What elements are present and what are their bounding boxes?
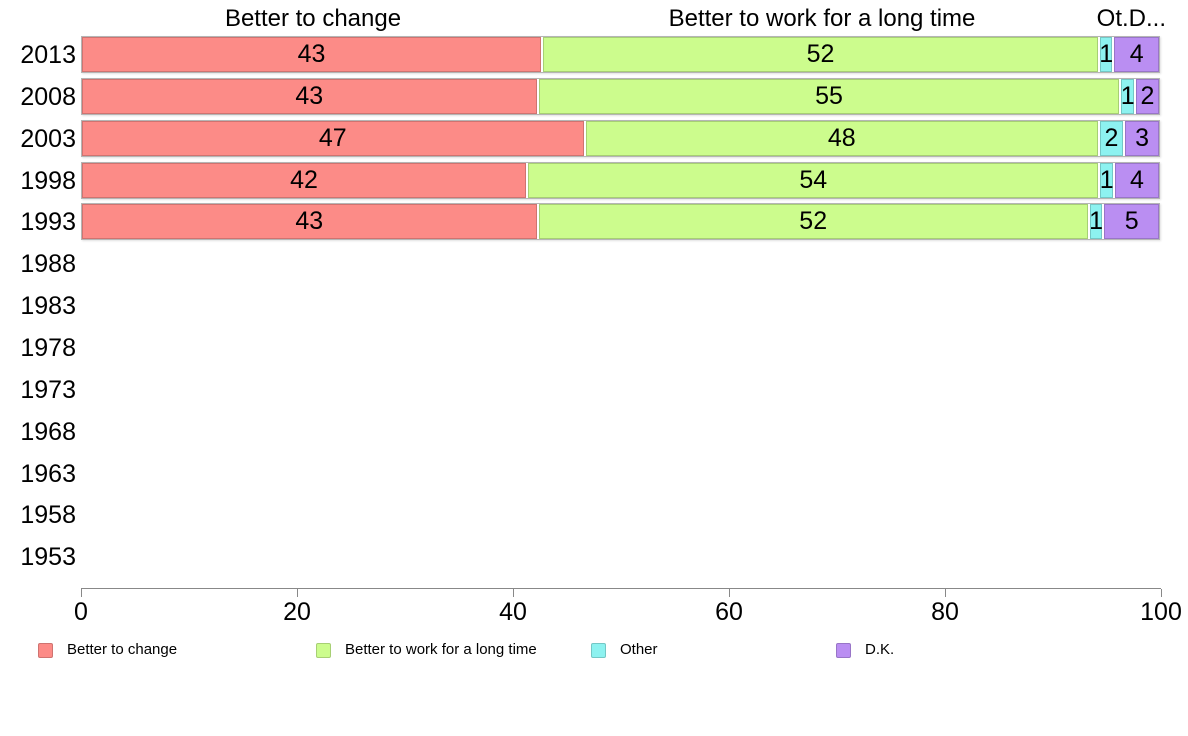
year-label-1998: 1998 <box>20 167 76 195</box>
bar-segment-better-to-work: 54 <box>528 163 1099 198</box>
legend-label: Better to change <box>67 641 178 658</box>
bar-value-label: 2 <box>1140 82 1155 110</box>
bar-segment-better-to-work: 48 <box>585 121 1098 156</box>
year-label-2003: 2003 <box>20 125 76 153</box>
legend-item-other: Other <box>591 640 658 660</box>
bar-segment-better-to-work: 52 <box>538 204 1088 239</box>
bar-value-label: 1 <box>1099 40 1114 68</box>
bar-value-label: 48 <box>827 124 856 152</box>
legend-swatch-icon <box>836 642 851 658</box>
bar-segment-other: 1 <box>1099 163 1114 198</box>
bar-segment-other: 1 <box>1099 37 1114 72</box>
x-axis-tick-label: 80 <box>931 598 959 626</box>
bar-value-label: 2 <box>1104 124 1119 152</box>
x-axis-tick <box>729 589 730 597</box>
year-label-1993: 1993 <box>20 208 76 236</box>
year-label-1978: 1978 <box>20 334 76 362</box>
bar-segment-dk: 2 <box>1135 79 1159 114</box>
bar-value-label: 43 <box>295 82 324 110</box>
year-label-1988: 1988 <box>20 250 76 278</box>
bar-value-label: 3 <box>1135 124 1149 152</box>
bar-value-label: 42 <box>290 166 318 194</box>
year-label-1963: 1963 <box>20 460 76 488</box>
bar-value-label: 54 <box>799 166 828 194</box>
bar-value-label: 52 <box>799 207 828 235</box>
x-axis-tick <box>945 589 946 597</box>
bar-value-label: 43 <box>295 207 324 235</box>
year-label-1968: 1968 <box>20 418 76 446</box>
bar-value-label: 4 <box>1129 40 1144 68</box>
x-axis-tick-label: 40 <box>499 598 527 626</box>
year-label-1953: 1953 <box>20 543 76 571</box>
year-label-1958: 1958 <box>20 501 76 529</box>
x-axis: 0 20 40 60 80 100 <box>74 588 1182 629</box>
legend-swatch-icon <box>316 642 331 658</box>
column-header-other-dk-truncated: Ot.D... <box>1096 5 1166 32</box>
bar-value-label: 5 <box>1124 207 1139 235</box>
x-axis-tick-label: 20 <box>283 598 311 626</box>
bar-value-label: 47 <box>318 124 347 152</box>
bar-value-label: 1 <box>1099 166 1114 194</box>
legend-label: D.K. <box>865 641 895 658</box>
bar-segment-better-to-change: 42 <box>82 163 527 198</box>
x-axis-tick-label: 60 <box>715 598 743 626</box>
bar-row-1998: 42 54 1 4 <box>81 162 1160 199</box>
plot-area: 43 52 1 4 43 55 1 2 47 48 2 3 42 54 1 4 … <box>81 0 1160 588</box>
bar-row-1993: 43 52 1 5 <box>81 203 1160 240</box>
legend-swatch-icon <box>591 642 606 658</box>
bar-segment-other: 2 <box>1099 121 1124 156</box>
bar-value-label: 52 <box>806 40 835 68</box>
x-axis-tick <box>297 589 298 597</box>
legend-item-better-to-work: Better to work for a long time <box>316 640 537 660</box>
bar-segment-better-to-work: 52 <box>543 37 1098 72</box>
bar-value-label: 55 <box>815 82 843 110</box>
legend-label: Other <box>620 641 658 658</box>
legend-item-dk: D.K. <box>836 640 894 660</box>
bar-segment-better-to-change: 47 <box>82 121 584 156</box>
bar-segment-other: 1 <box>1120 79 1135 114</box>
bar-segment-better-to-change: 43 <box>82 79 537 114</box>
bar-segment-better-to-change: 43 <box>82 204 537 239</box>
bar-row-2003: 47 48 2 3 <box>81 120 1160 157</box>
x-axis-tick-label: 100 <box>1140 598 1182 626</box>
column-header-better-to-work: Better to work for a long time <box>668 5 976 32</box>
bar-value-label: 43 <box>297 40 326 68</box>
bar-segment-dk: 5 <box>1104 204 1159 239</box>
x-axis-tick <box>81 589 82 597</box>
year-label-2008: 2008 <box>20 83 76 111</box>
bar-segment-better-to-work: 55 <box>538 79 1120 114</box>
bar-value-label: 4 <box>1130 166 1144 194</box>
year-label-1983: 1983 <box>20 292 76 320</box>
bar-value-label: 1 <box>1120 82 1135 110</box>
x-axis-tick <box>513 589 514 597</box>
x-axis-tick-label: 0 <box>74 598 88 626</box>
bar-row-2013: 43 52 1 4 <box>81 36 1160 73</box>
year-label-1973: 1973 <box>20 376 76 404</box>
bar-segment-dk: 4 <box>1114 37 1159 72</box>
legend-label: Better to work for a long time <box>345 641 537 658</box>
year-label-2013: 2013 <box>20 41 76 69</box>
legend-swatch-icon <box>38 642 53 658</box>
bar-segment-other: 1 <box>1089 204 1104 239</box>
bar-segment-dk: 4 <box>1114 163 1160 198</box>
bar-value-label: 1 <box>1089 207 1104 235</box>
column-header-better-to-change: Better to change <box>224 5 402 32</box>
bar-segment-better-to-change: 43 <box>82 37 542 72</box>
legend-item-better-to-change: Better to change <box>38 640 177 660</box>
bar-segment-dk: 3 <box>1125 121 1159 156</box>
bar-row-2008: 43 55 1 2 <box>81 78 1160 115</box>
x-axis-tick <box>1161 589 1162 597</box>
